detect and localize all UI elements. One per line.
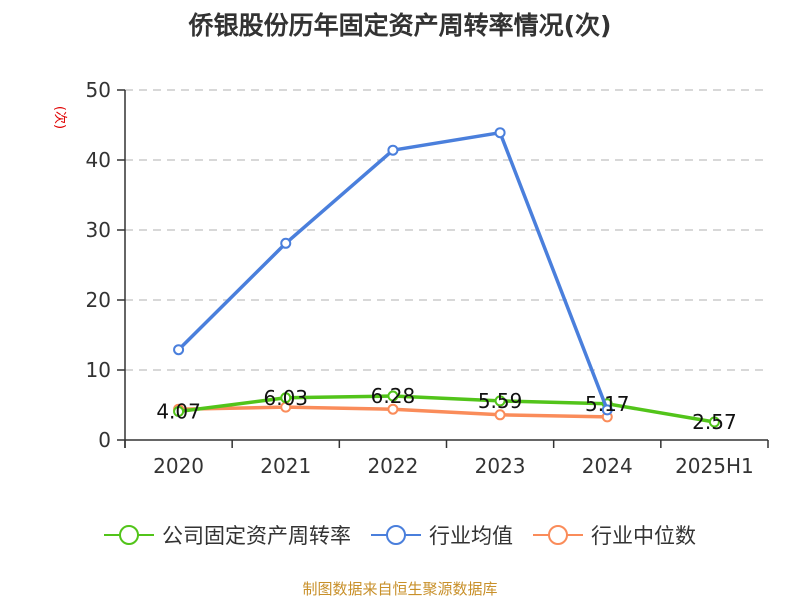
data-point	[387, 390, 399, 402]
data-label: 6.03	[263, 386, 308, 410]
x-tick-label: 2023	[475, 454, 526, 478]
data-label: 5.59	[478, 389, 523, 413]
line-chart: 0 10 20 30 40 50 2020 2021 2022 2023 2024 2025H1 4.0…	[86, 78, 769, 478]
legend: 公司固定资产周转率 行业均值 行业中位数	[0, 520, 800, 550]
data-point	[387, 144, 399, 156]
y-tick-label: 20	[86, 288, 111, 312]
x-tick-label: 2021	[260, 454, 311, 478]
legend-item-company[interactable]: 公司固定资产周转率	[104, 520, 351, 550]
data-point	[173, 344, 185, 356]
data-point	[708, 416, 720, 428]
legend-line-circle-icon	[533, 525, 583, 545]
legend-line-circle-icon	[104, 525, 154, 545]
data-point	[280, 237, 292, 249]
y-tick-label: 0	[98, 428, 111, 452]
data-point	[494, 395, 506, 407]
data-point	[494, 127, 506, 139]
data-point	[280, 392, 292, 404]
legend-line-circle-icon	[371, 525, 421, 545]
y-tick-label: 10	[86, 358, 111, 382]
data-point	[173, 406, 185, 418]
data-point	[601, 404, 613, 416]
legend-label: 行业均值	[429, 524, 513, 548]
legend-label: 行业中位数	[591, 524, 696, 548]
x-tick-label: 2022	[367, 454, 418, 478]
x-tick-label: 2020	[153, 454, 204, 478]
y-tick-label: 50	[86, 78, 111, 102]
data-label: 5.17	[585, 392, 630, 416]
data-label: 4.07	[156, 400, 201, 424]
data-label: 6.28	[371, 384, 416, 408]
data-point	[387, 403, 399, 415]
x-tick-label: 2025H1	[675, 454, 754, 478]
legend-item-industry-median[interactable]: 行业中位数	[533, 520, 696, 550]
y-tick-label: 30	[86, 218, 111, 242]
x-tick-label: 2024	[582, 454, 633, 478]
series-line	[178, 394, 715, 424]
data-point	[494, 409, 506, 421]
chart-title: 侨银股份历年固定资产周转率情况(次)	[188, 11, 612, 40]
legend-label: 公司固定资产周转率	[162, 524, 351, 548]
data-label: 2.57	[692, 410, 737, 434]
series-line	[177, 130, 609, 411]
y-tick-label: 40	[86, 148, 111, 172]
legend-item-industry-average[interactable]: 行业均值	[371, 520, 513, 550]
data-source-note: 制图数据来自恒生聚源数据库	[302, 580, 498, 598]
